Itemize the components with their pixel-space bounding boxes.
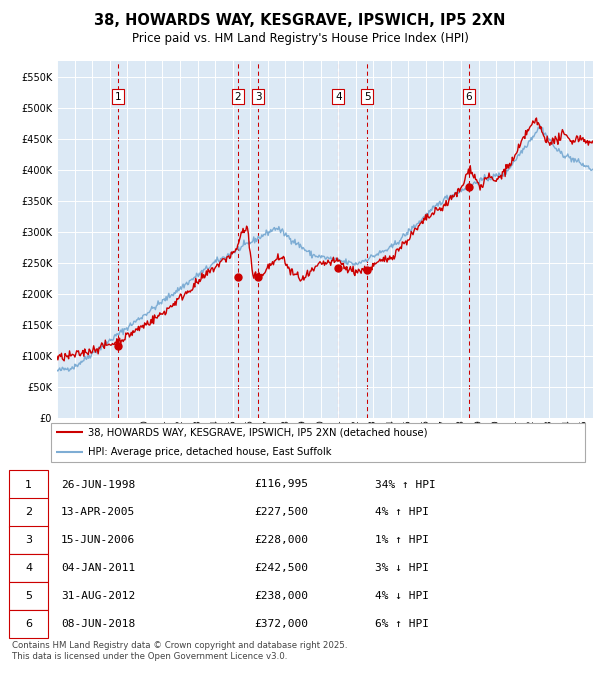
Text: 26-JUN-1998: 26-JUN-1998 bbox=[61, 479, 135, 490]
FancyBboxPatch shape bbox=[50, 423, 586, 462]
Text: 34% ↑ HPI: 34% ↑ HPI bbox=[375, 479, 436, 490]
Text: £116,995: £116,995 bbox=[254, 479, 308, 490]
Text: 6% ↑ HPI: 6% ↑ HPI bbox=[375, 619, 429, 629]
Text: Contains HM Land Registry data © Crown copyright and database right 2025.
This d: Contains HM Land Registry data © Crown c… bbox=[12, 641, 347, 661]
Text: £228,000: £228,000 bbox=[254, 535, 308, 545]
Text: 5: 5 bbox=[364, 92, 371, 101]
Text: 15-JUN-2006: 15-JUN-2006 bbox=[61, 535, 135, 545]
Text: 6: 6 bbox=[25, 619, 32, 629]
Text: HPI: Average price, detached house, East Suffolk: HPI: Average price, detached house, East… bbox=[89, 447, 332, 457]
Text: 4: 4 bbox=[335, 92, 341, 101]
Text: £372,000: £372,000 bbox=[254, 619, 308, 629]
Text: 1: 1 bbox=[25, 479, 32, 490]
Text: 3: 3 bbox=[255, 92, 262, 101]
FancyBboxPatch shape bbox=[9, 582, 48, 610]
Text: 04-JAN-2011: 04-JAN-2011 bbox=[61, 563, 135, 573]
Text: 3: 3 bbox=[25, 535, 32, 545]
Text: £238,000: £238,000 bbox=[254, 591, 308, 601]
FancyBboxPatch shape bbox=[9, 554, 48, 582]
Text: £242,500: £242,500 bbox=[254, 563, 308, 573]
Text: 5: 5 bbox=[25, 591, 32, 601]
FancyBboxPatch shape bbox=[9, 610, 48, 638]
Text: 1% ↑ HPI: 1% ↑ HPI bbox=[375, 535, 429, 545]
Text: 4% ↓ HPI: 4% ↓ HPI bbox=[375, 591, 429, 601]
Text: £227,500: £227,500 bbox=[254, 507, 308, 517]
Text: 2: 2 bbox=[234, 92, 241, 101]
FancyBboxPatch shape bbox=[9, 526, 48, 554]
Text: 3% ↓ HPI: 3% ↓ HPI bbox=[375, 563, 429, 573]
Text: 2: 2 bbox=[25, 507, 32, 517]
Text: 4: 4 bbox=[25, 563, 32, 573]
Text: Price paid vs. HM Land Registry's House Price Index (HPI): Price paid vs. HM Land Registry's House … bbox=[131, 32, 469, 45]
Text: 4% ↑ HPI: 4% ↑ HPI bbox=[375, 507, 429, 517]
Text: 38, HOWARDS WAY, KESGRAVE, IPSWICH, IP5 2XN: 38, HOWARDS WAY, KESGRAVE, IPSWICH, IP5 … bbox=[94, 13, 506, 28]
Text: 08-JUN-2018: 08-JUN-2018 bbox=[61, 619, 135, 629]
Text: 31-AUG-2012: 31-AUG-2012 bbox=[61, 591, 135, 601]
Text: 13-APR-2005: 13-APR-2005 bbox=[61, 507, 135, 517]
Text: 1: 1 bbox=[115, 92, 122, 101]
FancyBboxPatch shape bbox=[9, 498, 48, 526]
Text: 6: 6 bbox=[466, 92, 472, 101]
FancyBboxPatch shape bbox=[9, 471, 48, 498]
Text: 38, HOWARDS WAY, KESGRAVE, IPSWICH, IP5 2XN (detached house): 38, HOWARDS WAY, KESGRAVE, IPSWICH, IP5 … bbox=[89, 428, 428, 437]
